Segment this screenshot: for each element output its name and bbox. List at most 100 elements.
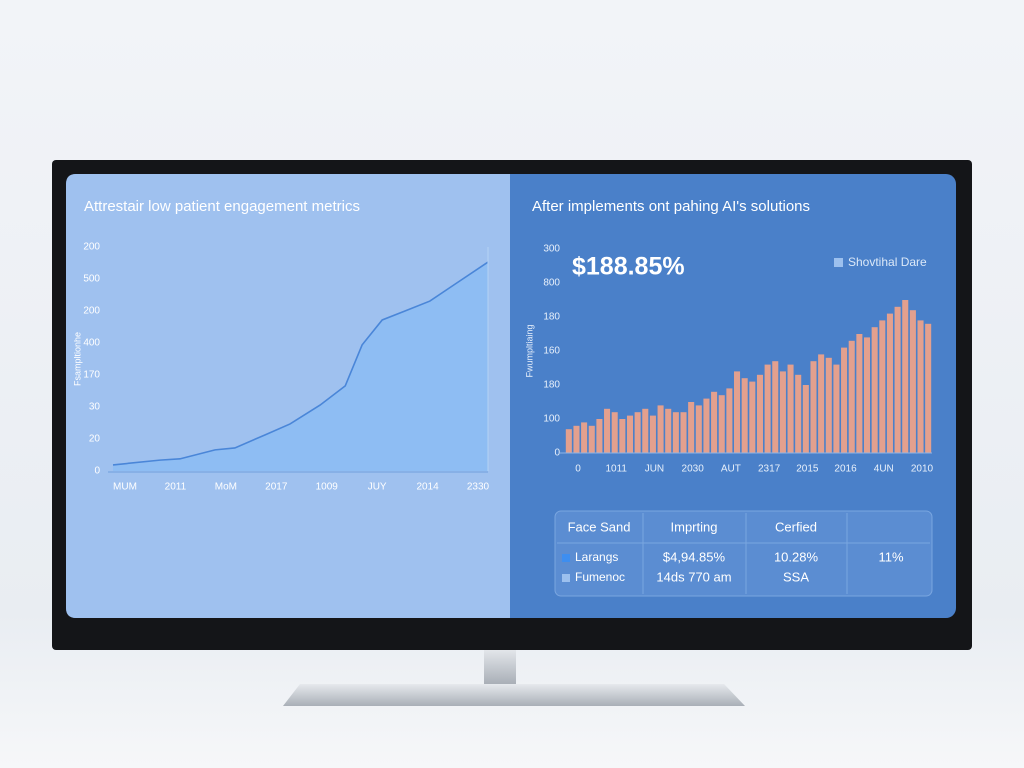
area: [113, 262, 488, 471]
table-header: Cerfied: [775, 519, 817, 534]
x-tick-label: 2017: [265, 482, 288, 493]
bar: [596, 419, 603, 453]
bar: [665, 408, 672, 453]
bar: [863, 337, 871, 453]
bar: [649, 415, 656, 453]
x-tick-label: 0: [575, 464, 581, 475]
headline: $188.85%: [572, 253, 685, 281]
bar: [848, 340, 855, 453]
bar: [764, 364, 771, 453]
y-tick-label: 180: [543, 380, 560, 391]
table-cell: Fumenoc: [575, 570, 625, 584]
bar: [634, 412, 641, 453]
x-tick-label: 2016: [834, 464, 857, 475]
y-tick-label: 200: [83, 242, 100, 253]
bar: [726, 388, 733, 453]
legend-label: Shovtihal Dare: [848, 255, 927, 269]
table-cell: $4,94.85%: [663, 549, 726, 564]
stand-base: [283, 684, 745, 706]
bar: [619, 419, 626, 453]
bar: [917, 320, 924, 453]
x-tick-label: 2014: [416, 482, 439, 493]
bar: [741, 378, 748, 453]
bar: [642, 408, 649, 453]
bar: [672, 412, 679, 453]
bar: [810, 361, 817, 453]
table-cell: Larangs: [575, 550, 618, 564]
y-tick-label: 20: [89, 434, 101, 445]
x-tick-label: 2015: [796, 464, 819, 475]
y-tick-label: 170: [83, 370, 100, 381]
bar: [886, 313, 893, 453]
y-tick-label: 0: [94, 466, 100, 477]
bar: [749, 381, 756, 453]
table-cell: SSA: [783, 569, 809, 584]
bar: [688, 402, 695, 453]
bar: [626, 415, 634, 453]
y-tick-label: 0: [554, 448, 560, 459]
x-tick-label: 1009: [316, 482, 339, 493]
bar: [711, 391, 718, 453]
bar: [581, 422, 588, 453]
x-tick-label: 2330: [467, 482, 490, 493]
bar: [703, 398, 710, 453]
table-header: Imprting: [671, 519, 718, 534]
y-tick-label: 200: [83, 306, 100, 317]
bar: [779, 371, 786, 453]
y-tick-label: 500: [83, 274, 100, 285]
bar: [734, 371, 741, 453]
bar: [802, 385, 809, 453]
bar: [795, 374, 802, 453]
chart-title: Attrestair low patient engagement metric…: [84, 198, 360, 215]
x-tick-label: JUN: [645, 464, 664, 475]
bar: [871, 327, 878, 453]
y-axis-label: Fsampltionhe: [72, 332, 82, 386]
table-header: Face Sand: [568, 519, 631, 534]
table-cell: 14ds 770 am: [656, 569, 731, 584]
bar: [573, 425, 580, 453]
bar: [657, 405, 664, 453]
x-tick-label: 4UN: [874, 464, 894, 475]
legend-swatch: [834, 258, 843, 267]
x-tick-label: 2010: [911, 464, 934, 475]
bar: [909, 310, 916, 453]
y-axis-label: Fwumpltiaing: [524, 324, 534, 377]
x-tick-label: 2030: [682, 464, 705, 475]
y-tick-label: 160: [543, 346, 560, 357]
bar: [902, 300, 909, 453]
x-tick-label: MUM: [113, 482, 137, 493]
bar: [879, 320, 886, 453]
bar: [856, 334, 863, 453]
x-tick-label: AUT: [721, 464, 741, 475]
y-tick-label: 30: [89, 402, 101, 413]
bar: [588, 425, 595, 453]
x-tick-label: MoM: [215, 482, 237, 493]
bar: [841, 347, 848, 453]
bar: [565, 429, 572, 453]
bar: [894, 306, 901, 453]
x-tick-label: 2011: [165, 482, 187, 493]
bar: [833, 364, 840, 453]
left-panel: [66, 174, 510, 618]
bar: [680, 412, 687, 453]
y-tick-label: 100: [543, 414, 560, 425]
y-tick-label: 800: [543, 278, 560, 289]
y-tick-label: 180: [543, 312, 560, 323]
bar: [604, 408, 611, 453]
chart-title: After implements ont pahing AI's solutio…: [532, 198, 810, 215]
table-cell: 11%: [878, 549, 903, 564]
bar: [925, 323, 932, 453]
line: [112, 261, 489, 466]
table-panel: [554, 510, 933, 597]
y-tick-label: 400: [83, 338, 100, 349]
row-marker: [562, 574, 570, 582]
table-cell: 10.28%: [774, 549, 819, 564]
x-tick-label: JUY: [368, 482, 387, 493]
stand-neck: [484, 648, 516, 684]
bar: [772, 361, 779, 453]
bar: [695, 405, 702, 453]
bar: [787, 364, 794, 453]
row-marker: [562, 554, 570, 562]
content: Attrestair low patient engagement metric…: [72, 198, 933, 584]
